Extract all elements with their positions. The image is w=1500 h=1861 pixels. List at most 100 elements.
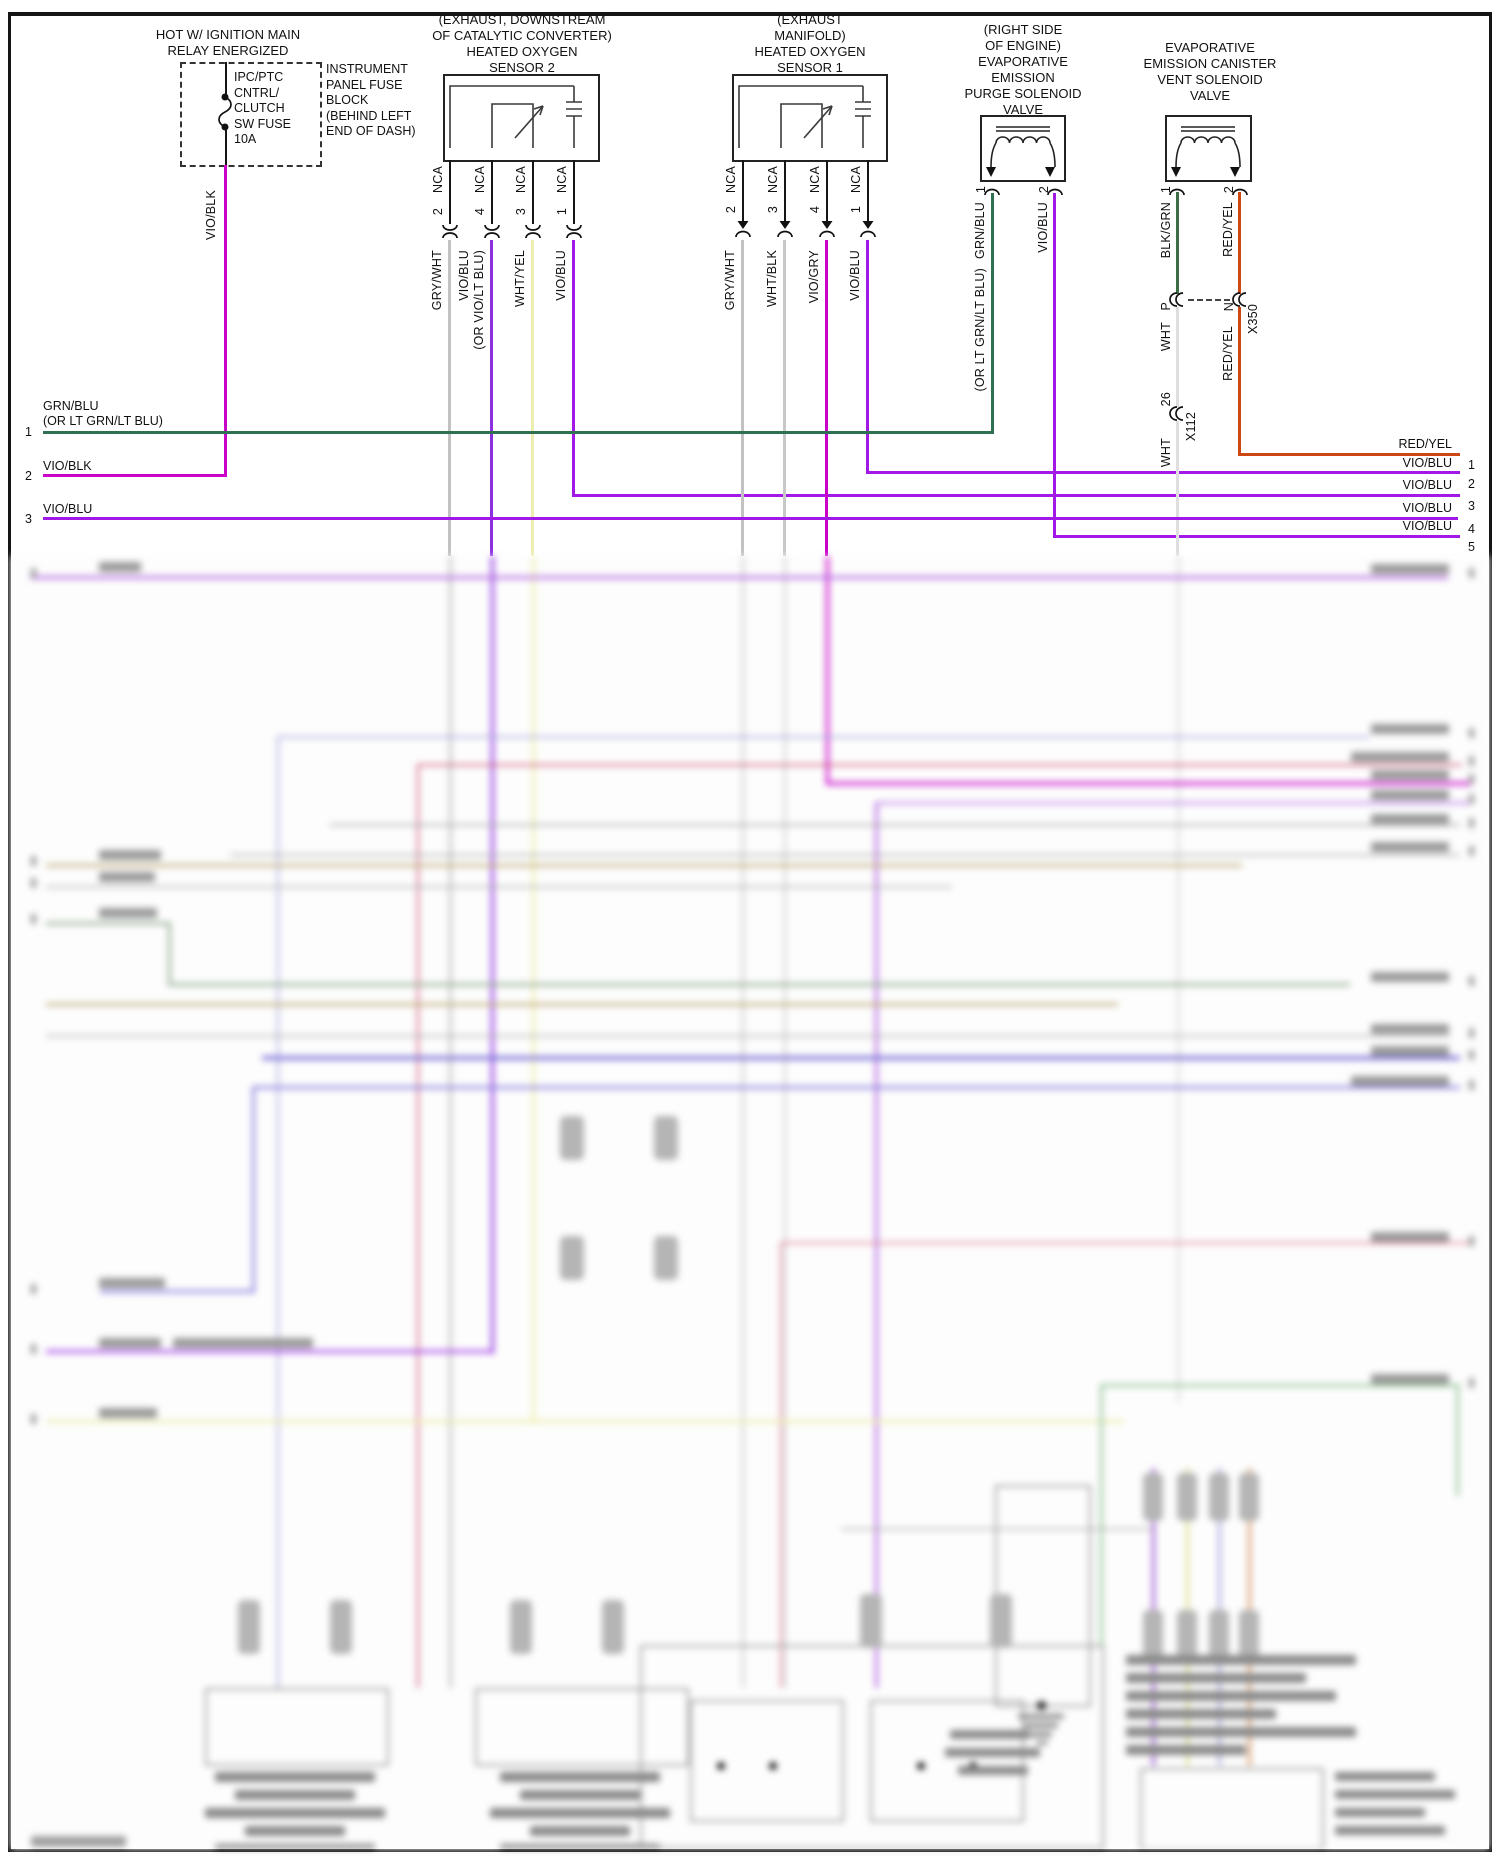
sensor1-pin2-lead (742, 160, 744, 222)
sensor2-box (443, 74, 600, 162)
blurred-number (1469, 794, 1474, 804)
left-row-label: VIO/BLU (43, 502, 93, 516)
blurred-dot (769, 1762, 777, 1770)
blurred-number (1469, 1378, 1474, 1388)
blurred-number (31, 914, 36, 924)
blurred-number (31, 1284, 36, 1294)
blurred-wire (46, 922, 170, 925)
blurred-caption (1335, 1772, 1435, 1781)
blurred-wire (46, 864, 1242, 867)
blurred-wire (826, 782, 1471, 785)
fuse-wire-top (225, 62, 227, 98)
ground-icon (1024, 1723, 1058, 1728)
blurred-caption (1126, 1709, 1276, 1719)
page-border-bottom (8, 1849, 1492, 1852)
blurred-wire (1456, 1384, 1459, 1496)
right-row-label: VIO/BLU (1402, 456, 1452, 470)
blurred-caption (945, 1748, 1040, 1757)
blurred-connector (238, 1600, 260, 1654)
blurred-number (31, 1344, 36, 1354)
wire-red-yel (1238, 307, 1241, 456)
blurred-wire (780, 1242, 1471, 1244)
sensor1-pin-number: 4 (808, 206, 822, 214)
blurred-label (1371, 1046, 1449, 1056)
page-border-top (8, 12, 1492, 16)
wire-label: GRY/WHT (723, 250, 737, 311)
blurred-wire (46, 1420, 1124, 1423)
blurred-caption (1335, 1790, 1455, 1799)
wire-grn-blu (991, 193, 994, 434)
purge-pin-number: 2 (1037, 186, 1051, 194)
page-border-left (8, 12, 11, 1852)
right-row-label: VIO/BLU (1402, 478, 1452, 492)
wire-wht (1176, 307, 1179, 407)
left-row-label: (OR LT GRN/LT BLU) (43, 414, 163, 428)
wire-vio-blu (1053, 193, 1056, 538)
right-row-number: 2 (1468, 477, 1475, 491)
wire-label: GRY/WHT (430, 250, 444, 311)
right-row-label: RED/YEL (1398, 437, 1453, 451)
blurred-connector (860, 1594, 882, 1648)
right-row-number: 1 (1468, 458, 1475, 472)
sensor1-pin3-lead (784, 160, 786, 222)
left-row-number: 2 (25, 469, 32, 483)
blurred-dot (717, 1762, 725, 1770)
blurred-caption (205, 1808, 385, 1818)
blurred-label (1371, 770, 1449, 780)
vent-pin-number: 2 (1222, 186, 1236, 194)
blurred-caption (530, 1826, 630, 1836)
blurred-label (1351, 1076, 1449, 1086)
blurred-connector (1209, 1610, 1229, 1658)
blurred-wire (532, 556, 535, 1424)
fuse-block-box (180, 62, 322, 167)
wire-label: RED/YEL (1221, 202, 1235, 257)
wire-label: VIO/BLU (1036, 202, 1050, 253)
blurred-connector (1177, 1473, 1197, 1521)
connector-icon (984, 188, 1000, 196)
blurred-label (1351, 752, 1449, 762)
blurred-component-box (205, 1688, 389, 1766)
blurred-dot (1037, 1701, 1046, 1710)
blurred-caption (1126, 1655, 1356, 1665)
blurred-connector (560, 1236, 584, 1280)
connector-id-label: X112 (1184, 412, 1198, 442)
connector-pin-label: N (1222, 302, 1236, 312)
solenoid-coil-icon (1170, 126, 1241, 178)
blurred-wire (1100, 1384, 1103, 1646)
blurred-connector (602, 1600, 624, 1654)
wire-gry-wht (448, 240, 451, 556)
sensor1-pin1-lead (867, 160, 869, 222)
connector-pin-label: P (1159, 302, 1173, 311)
sensor1-nca-label: NCA (766, 166, 780, 193)
wire-vio-blu (572, 240, 575, 497)
blurred-connector (510, 1600, 532, 1654)
blurred-wire (168, 922, 171, 984)
blurred-wire (1177, 556, 1180, 1402)
blurred-wire (277, 736, 1370, 738)
wire-vio-gry (825, 240, 828, 556)
blurred-label (99, 562, 141, 572)
fuse-name: IPC/PTC CNTRL/ CLUTCH SW FUSE 10A (234, 70, 291, 146)
sensor2-pin1-lead (573, 160, 575, 224)
sensor1-caption: (EXHAUST MANIFOLD) HEATED OXYGEN SENSOR … (754, 12, 866, 75)
wire-label: WHT (1159, 438, 1173, 468)
sensor2-pin3-lead (532, 160, 534, 224)
blurred-wire (449, 556, 452, 1688)
connector-x350-link (1188, 299, 1230, 301)
blurred-number (1469, 818, 1474, 828)
watermark-blur (31, 1836, 126, 1847)
blurred-number (1469, 846, 1474, 856)
sensor1-pin-number: 1 (849, 206, 863, 214)
blurred-wire (277, 736, 279, 1688)
blurred-wire (330, 824, 1460, 826)
blurred-connector (330, 1600, 352, 1654)
blurred-caption (490, 1808, 670, 1818)
blurred-wire (784, 556, 786, 1688)
wire-label: (OR LT GRN/LT BLU) (973, 268, 987, 392)
connector-icon (1232, 188, 1248, 196)
wire-vio-blk (224, 165, 227, 477)
wire-vio-blu (866, 471, 1460, 474)
blurred-component-box (475, 1688, 689, 1766)
blurred-wire (826, 556, 829, 784)
blurred-label (1371, 972, 1449, 982)
